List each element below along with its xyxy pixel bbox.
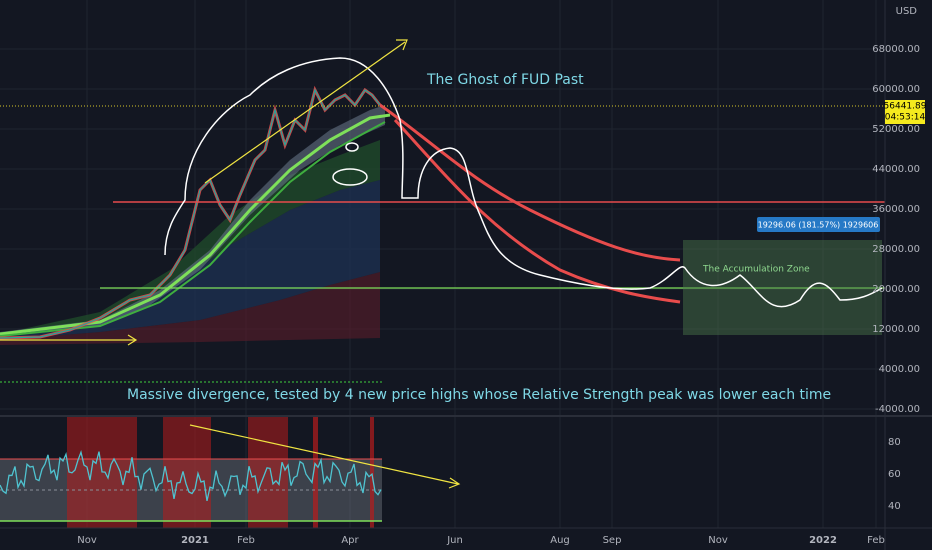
price-axis: 68000.00 60000.00 52000.00 44000.00 36000.00… — [872, 44, 920, 415]
projection-curve — [393, 118, 681, 304]
divergence-arrow — [189, 424, 459, 485]
price-label: 68000.00 — [872, 44, 920, 55]
time-label: Aug — [550, 535, 570, 546]
measure-box — [757, 217, 880, 232]
time-label: Sep — [603, 535, 622, 546]
rsi-line — [0, 449, 382, 502]
price-label: 52000.00 — [872, 124, 920, 135]
ma-line — [0, 113, 391, 336]
arrow-head — [448, 477, 461, 489]
divergence-annotation: Massive divergence, tested by 4 new pric… — [127, 387, 831, 403]
band-green — [0, 140, 380, 336]
ghost-annotation: The Ghost of FUD Past — [426, 72, 584, 88]
trend-arrow — [204, 41, 406, 184]
time-label: Nov — [77, 535, 97, 546]
time-label: Jun — [446, 535, 463, 546]
rsi-highlight — [163, 417, 211, 528]
time-label: Feb — [867, 535, 885, 546]
arrow-head — [127, 334, 138, 346]
price-label: 36000.00 — [872, 204, 920, 215]
time-axis: Nov 2021 Feb Apr Jun Aug Sep Nov 2022 Feb — [77, 535, 885, 546]
price-label: 28000.00 — [872, 244, 920, 255]
rsi-highlight — [313, 417, 318, 528]
price-label: 20000.00 — [872, 284, 920, 295]
price-tag — [885, 100, 925, 124]
time-label: 2021 — [181, 535, 209, 546]
accumulation-zone — [683, 240, 882, 335]
rsi-label: 60 — [888, 469, 901, 480]
ghost-outline — [164, 57, 883, 308]
price-tag-value: 56441.89 — [884, 102, 927, 112]
arrow-head — [396, 39, 408, 51]
band-blue — [0, 180, 380, 340]
currency-label: USD — [896, 6, 918, 17]
time-label: Feb — [237, 535, 255, 546]
price-tag-countdown: 04:53:14 — [885, 113, 926, 123]
band-grey — [0, 105, 385, 336]
rsi-label: 80 — [888, 437, 901, 448]
time-label: Apr — [341, 535, 359, 546]
price-label: 60000.00 — [872, 84, 920, 95]
ghost-eye — [345, 142, 359, 152]
rsi-highlight — [248, 417, 288, 528]
time-label: Nov — [708, 535, 728, 546]
band-red — [0, 272, 380, 345]
ghost-eye — [332, 168, 368, 186]
price-label: 4000.00 — [879, 364, 920, 375]
zone-annotation: The Accumulation Zone — [702, 265, 810, 275]
price-label: 44000.00 — [872, 164, 920, 175]
ma-line — [0, 121, 386, 337]
rsi-axis: 80 60 40 — [888, 437, 901, 512]
measure-label: 19296.06 (181.57%) 1929606 — [758, 221, 879, 230]
projection-curve — [379, 103, 681, 262]
price-line — [0, 88, 381, 339]
price-label: -4000.00 — [875, 404, 920, 415]
rsi-highlight — [370, 417, 374, 528]
time-label: 2022 — [809, 535, 837, 546]
price-label: 12000.00 — [872, 324, 920, 335]
rsi-label: 40 — [888, 501, 901, 512]
